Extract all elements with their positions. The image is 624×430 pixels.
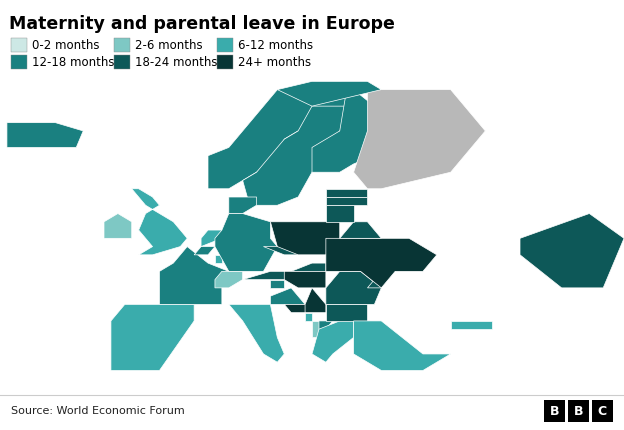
Polygon shape [104, 214, 132, 238]
Text: 2-6 months: 2-6 months [135, 39, 202, 52]
Polygon shape [194, 246, 215, 255]
Polygon shape [270, 288, 305, 304]
Polygon shape [326, 271, 381, 304]
Polygon shape [305, 288, 326, 313]
Text: B: B [550, 405, 560, 418]
Polygon shape [312, 89, 381, 172]
Polygon shape [229, 304, 285, 362]
Polygon shape [229, 197, 256, 214]
Polygon shape [305, 313, 312, 321]
Polygon shape [201, 230, 222, 246]
Polygon shape [263, 246, 298, 255]
Polygon shape [326, 238, 437, 288]
Polygon shape [312, 321, 354, 362]
Polygon shape [111, 321, 125, 362]
Text: C: C [598, 405, 607, 418]
Polygon shape [285, 304, 312, 313]
Text: 12-18 months: 12-18 months [32, 56, 114, 69]
Polygon shape [132, 189, 187, 255]
Polygon shape [326, 189, 368, 197]
Polygon shape [111, 304, 194, 371]
Text: B: B [573, 405, 583, 418]
Polygon shape [520, 214, 624, 288]
Polygon shape [312, 321, 319, 338]
Polygon shape [354, 89, 485, 189]
Polygon shape [451, 321, 492, 329]
Text: Source: World Economic Forum: Source: World Economic Forum [11, 406, 185, 416]
Polygon shape [243, 271, 291, 280]
Polygon shape [354, 321, 451, 371]
Text: 18-24 months: 18-24 months [135, 56, 217, 69]
Polygon shape [326, 304, 368, 321]
Polygon shape [215, 214, 277, 271]
Polygon shape [243, 106, 368, 205]
Polygon shape [277, 81, 381, 106]
Text: Maternity and parental leave in Europe: Maternity and parental leave in Europe [9, 15, 394, 33]
Polygon shape [160, 246, 229, 304]
Text: 0-2 months: 0-2 months [32, 39, 99, 52]
Polygon shape [368, 271, 381, 288]
Polygon shape [215, 255, 222, 263]
Polygon shape [270, 222, 339, 255]
Polygon shape [326, 205, 354, 222]
Polygon shape [319, 321, 333, 329]
Polygon shape [285, 271, 326, 288]
Polygon shape [215, 271, 243, 288]
Polygon shape [7, 123, 83, 147]
Polygon shape [291, 263, 326, 271]
Text: 6-12 months: 6-12 months [238, 39, 313, 52]
Polygon shape [339, 222, 381, 238]
Polygon shape [270, 280, 285, 288]
Polygon shape [326, 197, 368, 205]
Text: 24+ months: 24+ months [238, 56, 311, 69]
Polygon shape [208, 81, 368, 189]
